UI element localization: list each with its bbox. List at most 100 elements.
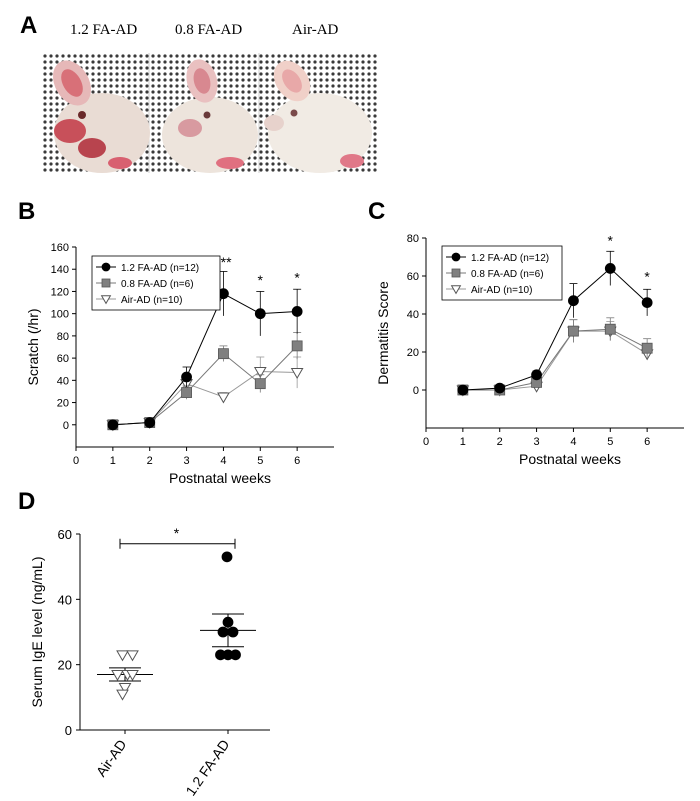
dermatitis-y-tick-label: 20 [407, 347, 419, 359]
scratch-legend-marker-2 [101, 278, 111, 288]
ige-y-tick-label: 0 [65, 723, 72, 738]
mouse-photo-3 [264, 60, 372, 173]
ige-point-air-ad [118, 683, 132, 695]
scratch-y-axis-label: Scratch (/hr) [25, 308, 41, 385]
scratch-series-line-2 [112, 345, 298, 426]
dermatitis-x-tick-label: 4 [570, 436, 576, 448]
dermatitis-significance-marker: * [608, 233, 614, 249]
scratch-x-axis-label: Postnatal weeks [169, 470, 271, 486]
scratch-legend-label-3: Air-AD (n=10) [121, 295, 182, 306]
dermatitis-significance-marker: * [644, 269, 650, 285]
scratch-point-series-1 [107, 419, 119, 431]
scratch-x-tick-label: 2 [147, 455, 153, 467]
dermatitis-point-series-2 [641, 342, 653, 354]
dermatitis-series-line-2 [462, 328, 648, 391]
photo-label-0-8-fa-ad: 0.8 FA-AD [175, 22, 243, 38]
dermatitis-x-tick-label: 6 [644, 436, 650, 448]
dermatitis-x-axis-label: Postnatal weeks [519, 451, 621, 467]
scratch-point-series-1 [254, 308, 266, 320]
dermatitis-point-series-1 [568, 295, 579, 307]
dermatitis-series-line-1 [462, 267, 648, 391]
scratch-x-tick-label: 5 [257, 455, 263, 467]
ige-point-fa-ad [221, 551, 233, 563]
scratch-x-tick-label: 1 [110, 455, 116, 467]
dermatitis-y-axis-label: Dermatitis Score [375, 281, 391, 385]
dermatitis-point-series-1 [494, 382, 506, 394]
ige-point-air-ad [126, 650, 139, 662]
ige-y-tick-label: 40 [58, 592, 72, 607]
scratch-chart: 0 20 40 60 80 100 120 140 160 0 1 2 3 4 5 6 Postnatal we… [25, 242, 334, 486]
ige-chart: 0 20 40 60 Serum IgE level (ng/mL) Air-AD 1.2 … [29, 525, 270, 799]
scratch-point-series-1 [181, 371, 192, 383]
dermatitis-point-series-2 [604, 323, 616, 335]
scratch-legend-label-1: 1.2 FA-AD (n=12) [121, 263, 199, 274]
scratch-x-tick-label: 4 [220, 455, 226, 467]
photo-label-1-2-fa-ad: 1.2 FA-AD [70, 22, 138, 38]
ige-point-fa-ad [217, 626, 229, 638]
dermatitis-point-series-1 [641, 297, 653, 308]
dermatitis-y-tick-label: 0 [413, 385, 419, 397]
scratch-x-tick-label: 3 [184, 455, 190, 467]
panel-letter-b: B [18, 198, 36, 225]
dermatitis-x-tick-label: 5 [607, 436, 613, 448]
scratch-y-tick-label: 160 [51, 242, 69, 254]
scratch-point-series-1 [291, 306, 303, 317]
photo-label-air-ad: Air-AD [292, 22, 339, 38]
dermatitis-legend-marker-3 [450, 285, 462, 295]
scratch-point-series-1 [144, 417, 156, 428]
scratch-point-series-3 [253, 366, 267, 378]
scratch-y-tick-label: 80 [57, 331, 69, 343]
ige-x-tick-label: 1.2 FA-AD [182, 737, 232, 799]
ige-point-fa-ad [227, 626, 239, 638]
ige-y-tick-label: 20 [58, 658, 72, 673]
scratch-point-series-2 [218, 348, 229, 360]
ige-y-axis-label: Serum IgE level (ng/mL) [29, 557, 45, 708]
dermatitis-legend-label-2: 0.8 FA-AD (n=6) [471, 269, 544, 280]
scratch-significance-marker: * [258, 272, 264, 288]
dermatitis-legend-marker-1 [451, 252, 461, 262]
scratch-point-series-3 [217, 392, 230, 404]
dermatitis-point-series-1 [531, 369, 542, 381]
dermatitis-y-tick-label: 80 [407, 233, 419, 245]
scratch-legend-marker-1 [101, 262, 111, 272]
ige-point-air-ad [116, 650, 129, 662]
scratch-legend-marker-3 [100, 295, 112, 305]
scratch-series-line-1 [112, 292, 298, 426]
ige-point-air-ad [116, 689, 129, 701]
dermatitis-series-line-3 [462, 330, 648, 391]
panel-a: A 1.2 FA-AD 0.8 FA-AD Air-AD [0, 0, 700, 185]
mouse-photo-strip [42, 53, 377, 173]
scratch-point-series-3 [290, 368, 304, 380]
dermatitis-legend-label-1: 1.2 FA-AD (n=12) [471, 253, 549, 264]
dermatitis-x-tick-label: 1 [460, 436, 466, 448]
ige-point-fa-ad [230, 649, 241, 661]
ige-point-air-ad [111, 669, 124, 681]
dermatitis-point-series-2 [568, 325, 579, 337]
scratch-point-series-2 [254, 378, 266, 390]
scratch-y-tick-label: 60 [57, 353, 69, 365]
scratch-significance-marker: * [294, 270, 300, 286]
ige-point-air-ad [126, 669, 139, 681]
scratch-point-series-2 [181, 387, 192, 398]
scratch-x-tick-label: 0 [73, 455, 79, 467]
dermatitis-legend-marker-2 [451, 268, 461, 278]
ige-x-tick-label: Air-AD [93, 737, 130, 780]
scratch-y-tick-label: 100 [51, 309, 69, 321]
dermatitis-legend-label-3: Air-AD (n=10) [471, 285, 532, 296]
panel-letter-d: D [18, 488, 36, 515]
panel-letter-a: A [20, 12, 38, 39]
mouse-photo-2 [162, 59, 258, 173]
scratch-y-tick-label: 120 [51, 286, 69, 298]
dermatitis-chart: 0 20 40 60 80 0 1 2 3 4 5 6 Postnatal weeks Dermatiti… [375, 233, 684, 467]
dermatitis-x-tick-label: 3 [534, 436, 540, 448]
dermatitis-y-tick-label: 60 [407, 271, 419, 283]
mouse-photo-1 [53, 60, 150, 173]
dermatitis-x-tick-label: 0 [423, 436, 429, 448]
panel-letter-c: C [368, 198, 386, 225]
ige-point-fa-ad [222, 616, 234, 628]
dermatitis-x-tick-label: 2 [497, 436, 503, 448]
ige-significance-marker: * [174, 525, 180, 541]
scratch-legend-label-2: 0.8 FA-AD (n=6) [121, 279, 194, 290]
scratch-y-tick-label: 40 [57, 375, 69, 387]
scratch-series-line-3 [112, 370, 298, 426]
